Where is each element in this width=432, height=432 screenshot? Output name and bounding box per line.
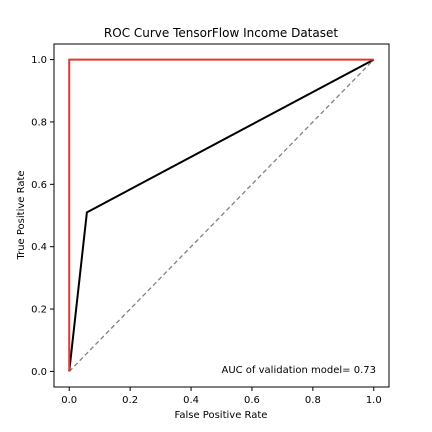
x-tick-label: 0.4 [183, 395, 199, 406]
y-tick-label: 1.0 [31, 55, 47, 66]
x-tick-label: 1.0 [366, 395, 382, 406]
y-axis-label: True Positive Rate [16, 170, 27, 260]
y-tick-label: 0.6 [31, 180, 47, 191]
x-tick-label: 0.0 [61, 395, 77, 406]
y-tick-label: 0.2 [31, 305, 47, 316]
y-tick-label: 0.4 [31, 242, 47, 253]
y-axis-ticks: 0.0 0.2 0.4 0.6 0.8 1.0 [31, 55, 54, 378]
chart-title: ROC Curve TensorFlow Income Dataset [104, 26, 338, 40]
y-tick-label: 0.0 [31, 367, 47, 378]
x-tick-label: 0.8 [305, 395, 321, 406]
x-tick-label: 0.6 [244, 395, 260, 406]
plot-area [68, 58, 375, 372]
series-line-0 [68, 58, 374, 372]
plot-frame [53, 43, 390, 388]
x-axis-label: False Positive Rate [175, 410, 268, 421]
x-axis-ticks: 0.0 0.2 0.4 0.6 0.8 1.0 [61, 387, 382, 406]
x-tick-label: 0.2 [122, 395, 138, 406]
y-tick-label: 0.8 [31, 117, 47, 128]
series-line-2 [68, 59, 375, 372]
auc-annotation: AUC of validation model= 0.73 [221, 365, 376, 376]
series-line-1 [68, 58, 375, 372]
